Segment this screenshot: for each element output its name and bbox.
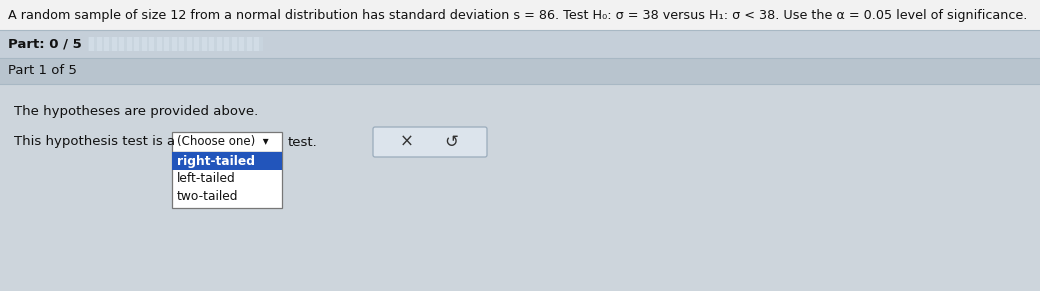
Bar — [88, 37, 263, 51]
Bar — [172, 152, 282, 170]
Bar — [0, 84, 1040, 291]
Bar — [149, 37, 154, 51]
Bar — [209, 37, 214, 51]
Bar — [0, 0, 1040, 30]
Bar — [216, 37, 222, 51]
Bar — [224, 37, 229, 51]
Bar — [254, 37, 259, 51]
Text: (Choose one)  ▾: (Choose one) ▾ — [177, 136, 268, 148]
Bar — [0, 58, 1040, 84]
Text: test.: test. — [288, 136, 318, 148]
Bar — [186, 37, 191, 51]
Bar — [0, 30, 1040, 58]
Bar — [172, 132, 282, 152]
Bar — [164, 37, 168, 51]
Bar — [141, 37, 147, 51]
Text: two-tailed: two-tailed — [177, 191, 238, 203]
Text: The hypotheses are provided above.: The hypotheses are provided above. — [14, 106, 258, 118]
Bar — [104, 37, 109, 51]
Bar — [246, 37, 252, 51]
Bar — [127, 37, 131, 51]
Text: A random sample of size 12 from a normal distribution has standard deviation s =: A random sample of size 12 from a normal… — [8, 8, 1028, 22]
Bar — [172, 37, 177, 51]
Text: This hypothesis test is a: This hypothesis test is a — [14, 136, 175, 148]
Text: right-tailed: right-tailed — [177, 155, 255, 168]
Text: Part: 0 / 5: Part: 0 / 5 — [8, 38, 82, 51]
Bar — [97, 37, 102, 51]
Bar — [179, 37, 184, 51]
Text: ↺: ↺ — [444, 133, 458, 151]
Bar — [134, 37, 139, 51]
Bar — [89, 37, 94, 51]
Bar — [156, 37, 161, 51]
Text: left-tailed: left-tailed — [177, 173, 236, 185]
Bar — [119, 37, 124, 51]
Bar — [194, 37, 199, 51]
Bar — [202, 37, 207, 51]
Bar — [232, 37, 236, 51]
Text: ×: × — [400, 133, 414, 151]
Bar — [172, 152, 282, 208]
Text: Part 1 of 5: Part 1 of 5 — [8, 65, 77, 77]
FancyBboxPatch shape — [373, 127, 487, 157]
Bar — [111, 37, 116, 51]
Bar — [239, 37, 244, 51]
